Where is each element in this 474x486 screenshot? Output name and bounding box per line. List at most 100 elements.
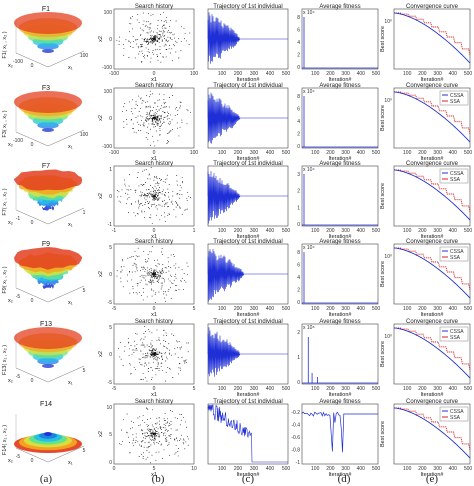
search-point [173,44,175,46]
search-point [146,296,148,298]
trajectory-x-tick: 200 [234,306,243,312]
search-point [184,32,186,34]
search-point [146,419,148,421]
search-point [137,441,139,443]
trajectory-x-tick: 300 [250,386,259,392]
search-point [136,343,138,345]
convergence-x-tick: 200 [418,466,427,472]
convergence-title: Convergence curve [406,4,459,10]
search-point [122,440,123,442]
search-point [131,427,133,429]
search-point [147,132,149,134]
search-point [152,14,154,16]
search-point [149,272,151,274]
search-point [148,258,150,260]
search-point [153,356,155,358]
fitness-y-tick: 0 [297,65,300,71]
search-y-tick: -1 [108,222,113,228]
search-point [164,352,166,353]
search-point [128,341,130,343]
search-point [150,417,152,419]
search-point [143,333,145,334]
search-point [165,56,167,58]
search-point [140,33,142,35]
search-point [170,434,172,436]
search-point [145,21,147,23]
fitness-x-tick: 400 [357,306,366,312]
search-point [160,179,162,181]
surface-axis-box [15,365,85,383]
convergence-x-tick: 400 [449,228,458,234]
search-point [127,280,128,282]
search-point [152,42,153,44]
search-point [152,430,154,432]
search-point [169,131,170,133]
fitness-x-tick: 300 [341,466,350,472]
search-point [151,41,153,43]
search-point [140,446,142,447]
search-point [142,204,144,206]
search-point [138,425,140,427]
search-point [140,379,142,380]
search-point [142,344,144,346]
search-point [147,356,149,358]
search-point [159,278,161,280]
fitness-line [301,411,378,453]
convergence-x-tick: 400 [449,466,458,472]
search-point [165,439,167,441]
search-point [155,177,157,179]
search-point [146,115,148,117]
convergence-title: Convergence curve [406,239,459,245]
trajectory-title: Trajectory of 1st individual [213,83,282,89]
search-point [155,130,157,132]
search-point [147,274,149,276]
search-point [135,258,137,260]
search-point [154,276,156,278]
search-point [145,353,147,355]
surface-axis-box [15,50,85,68]
search-point [143,277,145,279]
search-point [144,204,146,205]
search-point [144,195,146,197]
search-point [145,275,147,277]
search-point [118,191,120,193]
search-point [186,208,188,210]
search-point [185,441,187,443]
search-point [166,178,168,180]
search-point [139,194,141,196]
search-point [155,433,157,434]
convergence-title: Convergence curve [406,83,459,89]
search-point [154,354,156,356]
search-point [139,416,141,418]
search-point [126,413,128,415]
search-point [138,207,140,209]
search-point [154,43,156,45]
search-point [156,119,158,121]
search-point [159,428,161,430]
search-point [145,47,147,49]
fitness-x-tick: 500 [372,150,381,156]
search-point [160,288,162,290]
search-point [157,197,159,199]
search-point [176,341,178,343]
search-point [162,29,164,31]
search-point [163,293,165,295]
search-point [175,263,177,265]
fitness-x-tick: 500 [372,466,381,472]
search-point [187,110,189,112]
legend-ssa-label: SSA [450,415,461,421]
fitness-x-tick: 100 [311,71,320,77]
search-point [176,41,178,43]
search-point [144,432,146,434]
search-point [131,28,133,30]
search-point [180,187,182,189]
fitness-x-tick: 100 [311,228,320,234]
search-point [153,276,155,277]
search-point [186,197,188,199]
search-point [137,199,139,201]
